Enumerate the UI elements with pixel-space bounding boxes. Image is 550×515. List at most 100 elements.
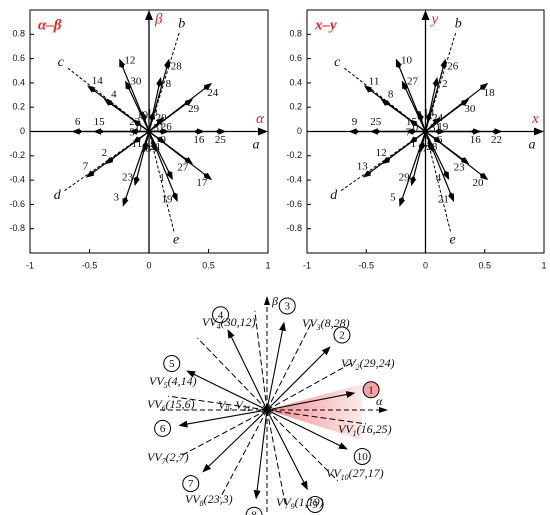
vector-dot xyxy=(184,157,189,162)
direction-label: b xyxy=(455,17,462,32)
direction-label: e xyxy=(173,232,179,247)
arrow-head xyxy=(494,128,503,135)
vv-pair: (23,3) xyxy=(204,492,233,506)
chart-title: x–y xyxy=(314,17,337,33)
direction-label: e xyxy=(449,232,455,247)
sector-boundary xyxy=(266,320,313,411)
zero-base: V xyxy=(218,398,227,412)
vector-dot xyxy=(386,157,390,162)
vector-label: 23 xyxy=(122,172,134,184)
vector-dot xyxy=(433,82,438,87)
arrow-head xyxy=(133,177,140,187)
axis-arrow xyxy=(258,127,268,136)
vv-sub: 2 xyxy=(356,363,360,372)
virtual-vector-label: VV6(15,6) xyxy=(147,397,195,413)
arrow-head xyxy=(480,172,489,181)
x-tick-label: -1 xyxy=(26,260,34,270)
x-axis-label: x xyxy=(531,111,539,127)
vector-label: 2 xyxy=(442,78,448,90)
arrow-head xyxy=(85,170,95,178)
arrow-head xyxy=(321,346,331,356)
vv-pair: (15,6) xyxy=(166,397,195,411)
vector-label: 10 xyxy=(401,54,413,66)
vector-label: 0 xyxy=(136,122,142,134)
direction-label: c xyxy=(58,55,65,70)
vector-dot xyxy=(137,122,141,126)
vector-label: 8 xyxy=(388,88,394,100)
vector-dot xyxy=(420,142,425,147)
direction-label: b xyxy=(178,17,185,32)
vector-label: 30 xyxy=(464,103,476,115)
arrow-head xyxy=(380,98,389,106)
vector xyxy=(148,101,190,132)
vector xyxy=(425,101,466,132)
sector-boundary xyxy=(266,409,287,509)
vector-label: 26 xyxy=(447,60,459,72)
vv-sub: 1 xyxy=(353,429,357,438)
vector-label: 24 xyxy=(207,87,219,99)
vector-label: 18 xyxy=(140,143,152,155)
beta-label: β xyxy=(271,294,278,308)
zero-separator: , xyxy=(229,398,235,412)
sector-number: 1 xyxy=(368,384,374,396)
arrow-head xyxy=(440,58,447,68)
sector-circle xyxy=(163,355,181,373)
vector-dot xyxy=(411,129,416,134)
vv-sub: 6 xyxy=(162,404,166,413)
virtual-vector xyxy=(266,393,350,411)
virtual-vector-label: VV3(8,28) xyxy=(302,316,350,332)
sector-circle xyxy=(154,419,172,437)
sector-circle xyxy=(333,326,351,344)
vector-dot xyxy=(471,129,475,134)
arrow-head xyxy=(150,143,157,153)
arrow-head xyxy=(425,110,432,120)
arrow-head xyxy=(461,156,470,165)
vector-dot xyxy=(126,85,131,90)
direction-label: c xyxy=(334,55,341,70)
vector-label: 17 xyxy=(417,143,429,155)
vv-sub: 5 xyxy=(164,381,168,390)
vector-dot xyxy=(385,101,389,106)
sector-boundary xyxy=(219,409,268,499)
vector-label: 3 xyxy=(114,192,120,204)
vector-label: 28 xyxy=(171,60,183,72)
y-tick-label: -0.6 xyxy=(9,199,25,209)
arrow-head xyxy=(202,463,212,473)
vector-dot xyxy=(123,197,128,202)
x-axis-label: α xyxy=(256,111,265,127)
vector-label: 3 xyxy=(416,109,422,121)
vector-dot xyxy=(411,176,416,181)
vector-dot xyxy=(367,171,371,175)
x-tick-label: -1 xyxy=(303,260,311,270)
x-tick-label: -0.5 xyxy=(82,260,98,270)
vector-dot xyxy=(91,88,96,92)
y-tick-label: -0.2 xyxy=(286,150,302,160)
arrow-head xyxy=(363,85,373,93)
y-tick-label: 0.6 xyxy=(12,53,25,63)
vector xyxy=(403,84,427,132)
vector-dot xyxy=(184,101,189,106)
vector-label: 11 xyxy=(369,75,380,87)
vector-dot xyxy=(403,85,407,90)
vv-sub: 8 xyxy=(200,499,204,508)
vector-label: 29 xyxy=(188,103,200,115)
vector-label: 6 xyxy=(75,116,81,128)
vector-dot xyxy=(142,116,147,121)
arrow-head xyxy=(381,156,390,165)
direction-label: a xyxy=(529,138,536,153)
arrow-head xyxy=(408,136,418,144)
vv-base: VV xyxy=(326,466,342,480)
vector-label: 8 xyxy=(166,78,172,90)
arrow-head xyxy=(186,370,196,378)
vector-dot xyxy=(151,142,156,147)
y-tick-label: -0.6 xyxy=(286,199,302,209)
vector-dot xyxy=(492,129,497,134)
y-tick-label: 0.4 xyxy=(289,77,302,87)
axis-arrow xyxy=(421,10,430,20)
sector-circle xyxy=(362,381,380,399)
sector-number: 7 xyxy=(188,478,194,490)
sector-circle xyxy=(212,306,230,324)
vector-label: 26 xyxy=(161,121,173,133)
zero-base: V xyxy=(235,398,244,412)
vector-dot xyxy=(109,157,114,162)
